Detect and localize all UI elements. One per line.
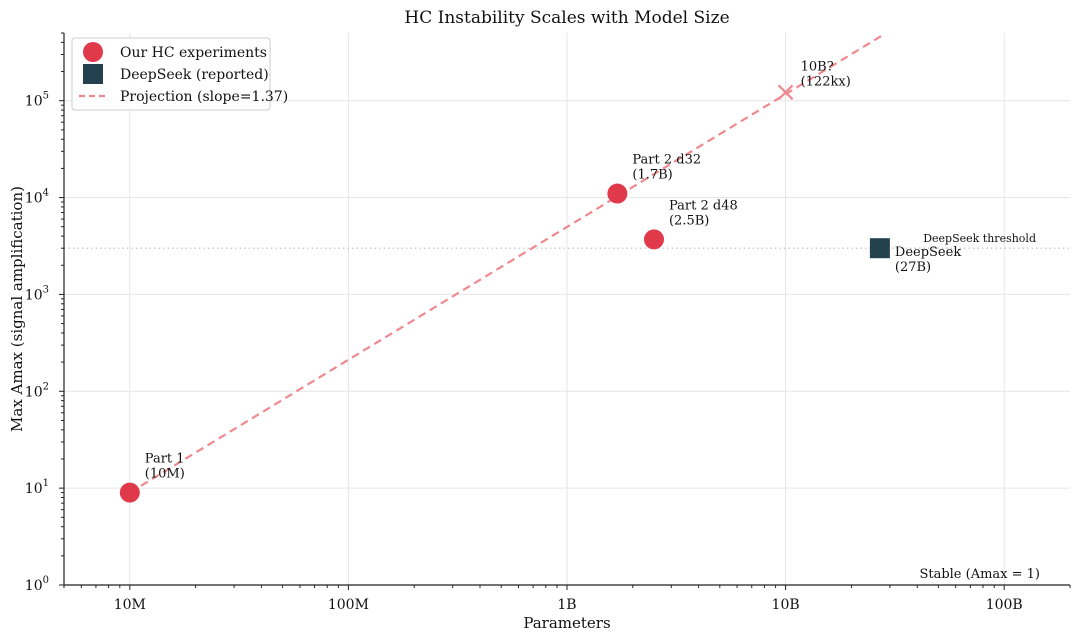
projection-line [129,33,884,494]
deepseek-label: (27B) [895,260,931,275]
y-tick-label: 105 [25,91,49,110]
projected-point-marker [777,84,794,101]
hc-experiment-label: Part 2 d32 [632,153,701,168]
hc-experiment-label: (10M) [145,467,185,482]
legend-box [71,37,271,111]
hc-experiment-label: (2.5B) [669,213,709,228]
legend-label: Projection (slope=1.37) [120,89,288,105]
hc-experiment-point [119,482,140,503]
hc-experiment-label: Part 2 d48 [669,198,738,213]
x-tick-label: 100M [328,597,369,613]
deepseek-point [869,238,890,259]
hc-experiment-label: (1.7B) [632,168,672,183]
y-tick-exponent: 3 [43,284,49,295]
y-tick-base: 10 [25,384,43,400]
stable-annotation: Stable (Amax = 1) [919,567,1040,582]
deepseek-label: DeepSeek [895,245,961,260]
x-axis-label: Parameters [523,614,610,632]
axes [59,32,1071,590]
y-axis-label: Max Amax (signal amplification) [8,186,26,432]
hc-experiment-label: Part 1 [145,452,185,467]
legend-square-icon [83,64,103,84]
projected-point-label: 10B? [801,59,834,74]
y-tick-label: 104 [25,188,49,207]
y-tick-exponent: 0 [43,575,49,586]
deepseek-threshold-line: DeepSeek threshold [64,232,1070,249]
reference-line-label: DeepSeek threshold [923,232,1036,245]
y-tick-base: 10 [25,481,43,497]
y-tick-exponent: 4 [43,188,49,199]
y-tick-base: 10 [25,94,43,110]
y-tick-exponent: 1 [43,478,49,489]
legend-label: Our HC experiments [120,45,267,61]
legend-circle-icon [83,42,103,62]
series: 10B?(122kx) Part 1(10M) Part 2 d32(1.7B) Pa… [119,33,1040,582]
y-tick-base: 10 [25,287,43,303]
projected-point-label: (122kx) [801,74,851,89]
grid [64,33,1070,585]
x-tick-label: 10B [772,597,800,613]
hc-experiment-point [607,183,628,204]
y-tick-exponent: 5 [43,91,49,102]
x-tick-label: 10M [114,597,146,613]
y-tick-exponent: 2 [43,381,49,392]
x-tick-label: 100B [986,597,1023,613]
x-tick-label: 1B [557,597,576,613]
hc-experiment-point [643,229,664,250]
y-tick-label: 102 [25,381,49,400]
y-tick-base: 10 [25,191,43,207]
chart-title: HC Instability Scales with Model Size [404,8,729,28]
y-tick-base: 10 [25,578,43,594]
y-tick-label: 103 [25,284,49,303]
legend-label: DeepSeek (reported) [120,67,269,83]
y-tick-label: 100 [25,575,49,594]
legend: Our HC experiments DeepSeek (reported) Pro… [71,37,288,111]
y-tick-label: 101 [25,478,49,497]
